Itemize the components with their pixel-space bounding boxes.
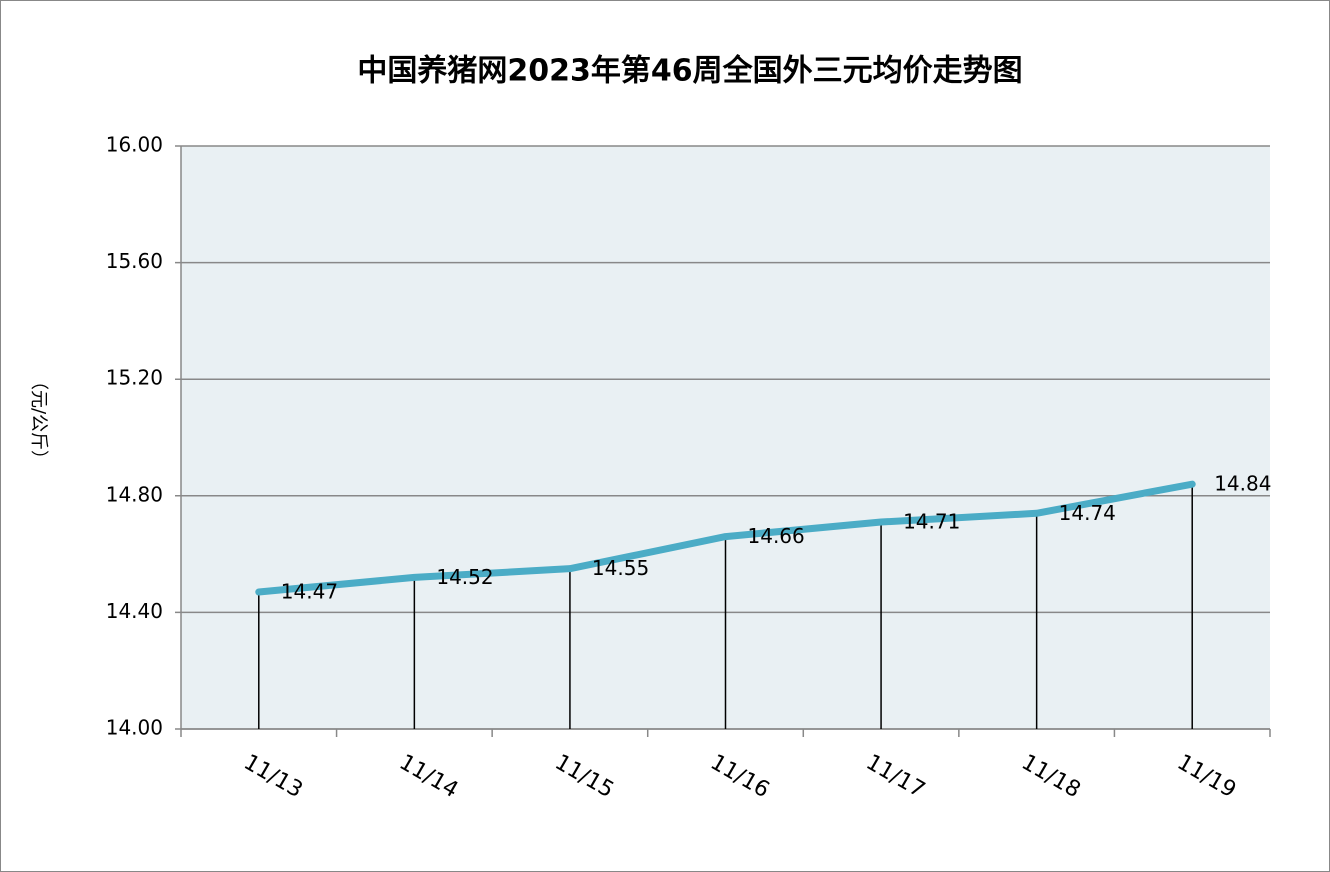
data-label: 14.47: [281, 579, 338, 603]
y-tick-label: 14.00: [106, 716, 163, 740]
data-label: 14.71: [903, 510, 960, 534]
y-tick-label: 14.40: [106, 599, 163, 623]
y-tick-label: 15.20: [106, 366, 163, 390]
data-label: 14.55: [592, 556, 649, 580]
y-axis-label: （元/公斤）: [28, 372, 49, 468]
data-label: 14.52: [436, 565, 493, 589]
data-label: 14.74: [1059, 501, 1116, 525]
series-line: [255, 480, 1196, 596]
y-tick-label: 15.60: [106, 249, 163, 273]
data-label: 14.84: [1214, 472, 1271, 496]
data-label: 14.66: [748, 524, 805, 548]
chart-title: 中国养猪网2023年第46周全国外三元均价走势图: [357, 54, 1022, 89]
y-tick-label: 16.00: [106, 133, 163, 157]
y-tick-label: 14.80: [106, 482, 163, 506]
